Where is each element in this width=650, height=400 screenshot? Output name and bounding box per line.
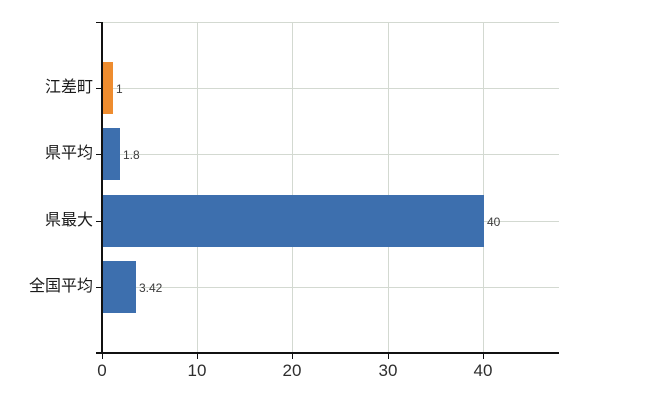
x-tick-label-1: 10 [187,361,207,380]
category-label-3: 全国平均 [28,278,93,295]
x-gridline [388,22,389,353]
x-tick [388,354,389,359]
y-gridline [102,287,559,288]
x-tick [102,354,103,359]
x-tick-label-2: 20 [282,361,302,380]
bar-2[interactable] [103,195,484,247]
x-tick [292,354,293,359]
x-tick [197,354,198,359]
x-tick-label-4: 40 [473,361,493,380]
y-tick [96,221,102,222]
category-label-1: 県平均 [44,145,93,162]
y-tick-top [96,22,102,23]
value-label-3: 3.42 [139,281,163,295]
value-label-2: 40 [487,215,501,229]
x-gridline [292,22,293,353]
x-gridline [197,22,198,353]
value-label-1: 1.8 [123,148,140,162]
y-tick [96,287,102,288]
y-axis [101,22,103,354]
value-label-0: 1 [116,82,123,96]
x-axis [96,352,559,354]
bar-1[interactable] [103,128,120,180]
y-gridline [102,88,559,89]
x-gridline [483,22,484,353]
y-gridline [102,154,559,155]
x-tick-label-0: 0 [97,361,107,380]
plot-top-border [102,22,559,23]
bar-0[interactable] [103,62,113,114]
x-tick [483,354,484,359]
y-tick [96,88,102,89]
category-label-0: 江差町 [44,79,93,96]
bar-3[interactable] [103,261,136,313]
x-tick-label-3: 30 [378,361,398,380]
category-label-2: 県最大 [44,212,93,229]
y-tick [96,154,102,155]
